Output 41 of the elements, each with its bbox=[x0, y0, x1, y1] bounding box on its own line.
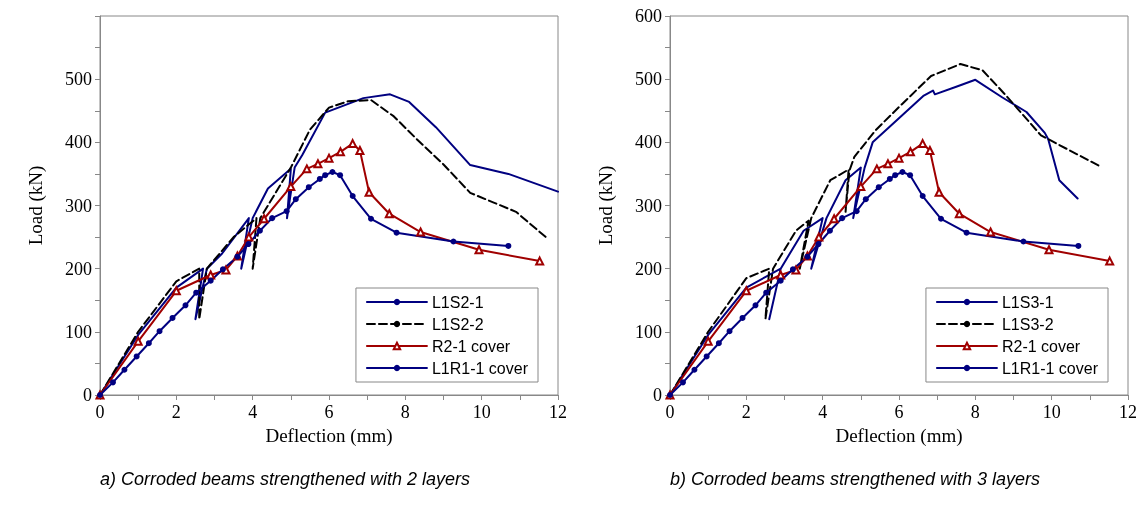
y-tick-label: 200 bbox=[65, 258, 92, 279]
y-tick-label: 0 bbox=[653, 385, 662, 405]
x-tick-label: 0 bbox=[95, 402, 105, 422]
legend-label: R2-1 cover bbox=[1001, 337, 1081, 355]
legend-label: L1S2-1 bbox=[431, 293, 484, 311]
legend-label: L1R1-1 cover bbox=[431, 359, 529, 377]
y-axis-title: Load (kN) bbox=[25, 165, 47, 246]
y-tick-label: 500 bbox=[635, 69, 662, 90]
x-tick-label: 6 bbox=[894, 402, 904, 422]
y-tick-label: 400 bbox=[635, 132, 662, 153]
x-tick-label: 4 bbox=[818, 402, 828, 422]
x-tick-label: 8 bbox=[400, 402, 410, 422]
legend-label: L1S3-2 bbox=[1001, 315, 1054, 333]
y-tick-label: 600 bbox=[635, 6, 662, 26]
x-tick-label: 10 bbox=[472, 402, 491, 422]
x-tick-label: 8 bbox=[970, 402, 980, 422]
x-tick-label: 0 bbox=[665, 402, 675, 422]
y-tick-label: 400 bbox=[65, 132, 92, 153]
y-axis-title: Load (kN) bbox=[595, 165, 617, 246]
y-tick-label: 300 bbox=[635, 195, 662, 216]
legend-label: L1R1-1 cover bbox=[1001, 359, 1099, 377]
x-tick-label: 12 bbox=[549, 402, 567, 422]
y-tick-label: 100 bbox=[65, 321, 92, 342]
y-tick-label: 300 bbox=[65, 195, 92, 216]
x-tick-label: 6 bbox=[324, 402, 334, 422]
y-tick-label: 0 bbox=[83, 385, 92, 405]
x-axis-title: Deflection (mm) bbox=[835, 424, 963, 447]
legend-label: L1S2-2 bbox=[431, 315, 484, 333]
text: a) Corroded beams strengthened with 2 layers bbox=[99, 469, 471, 489]
x-tick-label: 10 bbox=[1042, 402, 1061, 422]
y-tick-label: 500 bbox=[65, 69, 92, 90]
x-tick-label: 12 bbox=[1119, 402, 1137, 422]
x-tick-label: 4 bbox=[248, 402, 258, 422]
legend-label: R2-1 cover bbox=[431, 337, 511, 355]
x-axis-title: Deflection (mm) bbox=[265, 424, 393, 447]
x-tick-label: 2 bbox=[741, 402, 751, 422]
y-tick-label: 200 bbox=[635, 258, 662, 279]
legend-label: L1S3-1 bbox=[1001, 293, 1054, 311]
text: b) Corroded beams strengthened with 3 layers bbox=[669, 469, 1041, 489]
y-tick-label: 100 bbox=[635, 321, 662, 342]
x-tick-label: 2 bbox=[171, 402, 181, 422]
